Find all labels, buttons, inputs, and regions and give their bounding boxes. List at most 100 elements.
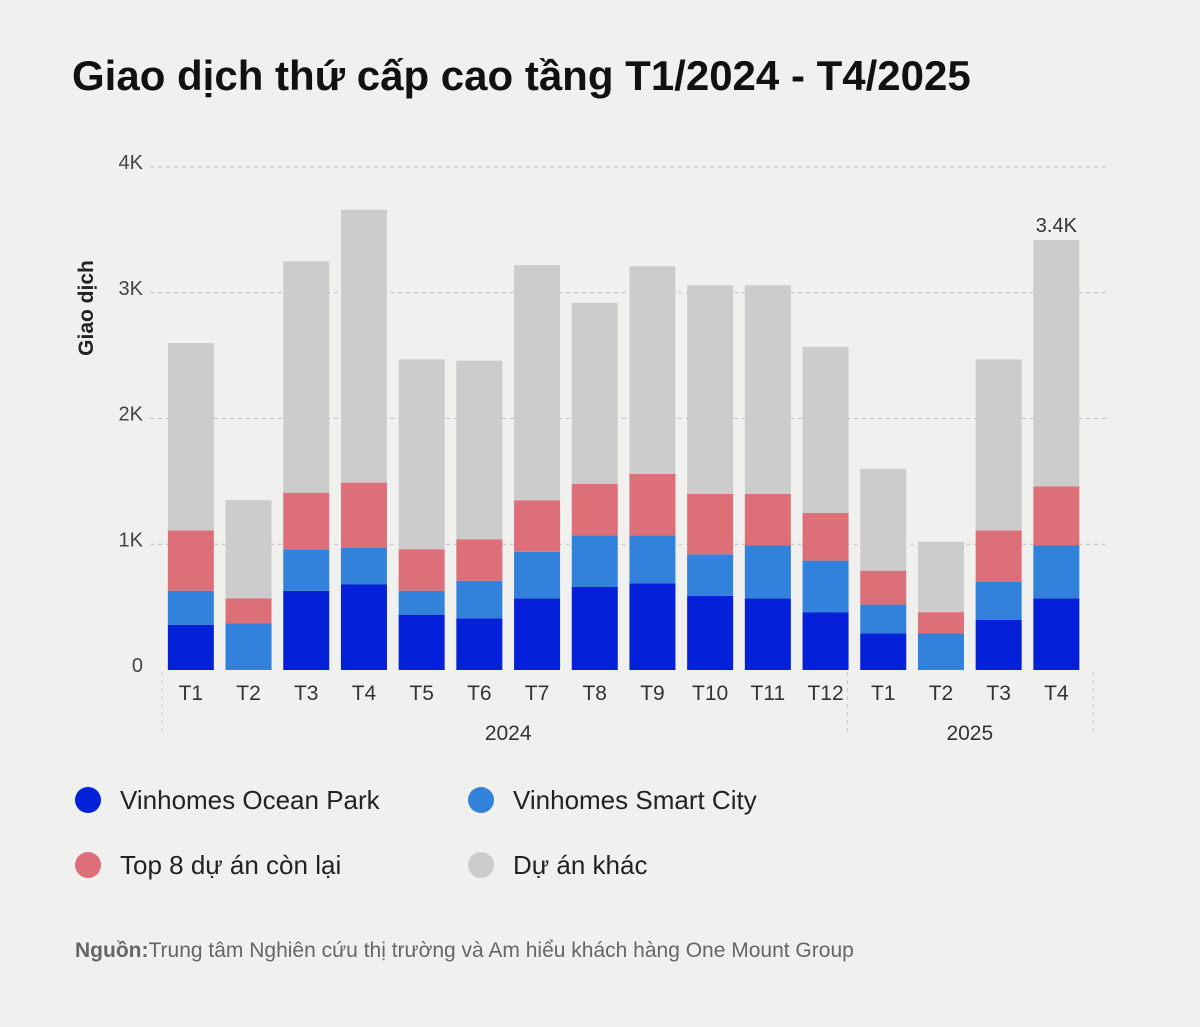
bar-segment xyxy=(167,590,214,625)
bar-segment xyxy=(975,530,1022,582)
legend-label: Dự án khác xyxy=(513,850,647,880)
bar-segment xyxy=(514,598,561,670)
bar-segment xyxy=(167,624,214,670)
x-tick-label: T3 xyxy=(986,682,1011,705)
bar-segment xyxy=(456,618,503,670)
bar-segment xyxy=(917,541,964,613)
bar-segment xyxy=(687,285,734,494)
y-axis-label: Giao dịch xyxy=(75,260,98,356)
bar-segment xyxy=(975,359,1022,531)
bar-segment xyxy=(975,581,1022,620)
bar-segment xyxy=(744,285,791,494)
group-label: 2024 xyxy=(485,722,532,745)
source: Nguồn:Trung tâm Nghiên cứu thị trường và… xyxy=(75,939,854,962)
data-label: 3.4K xyxy=(1036,215,1078,237)
bar-segment xyxy=(514,551,561,599)
bar-segment xyxy=(398,614,445,670)
x-tick-label: T5 xyxy=(409,682,434,705)
bar-segment xyxy=(340,548,387,585)
bar-segment xyxy=(802,512,849,561)
bar-segment xyxy=(629,535,676,584)
y-tick-label: 4K xyxy=(119,152,144,174)
bar-segment xyxy=(167,343,214,531)
bar-segment xyxy=(917,633,964,670)
bar-segment xyxy=(283,549,330,591)
y-tick-label: 3K xyxy=(119,278,144,300)
bar-segment xyxy=(571,535,618,588)
x-tick-label: T2 xyxy=(236,682,261,705)
bar-segment xyxy=(687,554,734,596)
y-tick-label: 2K xyxy=(119,404,144,426)
bar-segment xyxy=(167,530,214,591)
x-tick-label: T3 xyxy=(294,682,319,705)
y-tick-label: 0 xyxy=(132,655,143,677)
x-tick-label: T1 xyxy=(179,682,204,705)
bar-segment xyxy=(629,266,676,474)
bar-segment xyxy=(398,590,445,615)
x-tick-label: T11 xyxy=(751,682,786,705)
bar-segment xyxy=(225,500,272,599)
legend-label: Top 8 dự án còn lại xyxy=(120,850,341,880)
legend: Vinhomes Ocean Park Vinhomes Smart City To… xyxy=(75,785,757,880)
bar-segment xyxy=(917,612,964,634)
bar-segment xyxy=(456,539,503,581)
bars: 3.4K xyxy=(167,209,1080,670)
bar-segment xyxy=(975,619,1022,670)
bar-segment xyxy=(1033,486,1080,546)
bar-segment xyxy=(514,265,561,501)
legend-swatch xyxy=(468,852,494,878)
bar-segment xyxy=(860,570,907,605)
bar-segment xyxy=(687,493,734,555)
bar-segment xyxy=(514,500,561,552)
bar-segment xyxy=(744,545,791,599)
x-tick-label: T4 xyxy=(352,682,377,705)
bar-segment xyxy=(571,302,618,484)
bar-segment xyxy=(398,549,445,591)
bar-segment xyxy=(456,360,503,540)
bar-segment xyxy=(283,492,330,550)
y-tick-label: 1K xyxy=(119,529,144,551)
bar-segment xyxy=(571,483,618,536)
x-tick-label: T1 xyxy=(871,682,896,705)
source-text: Trung tâm Nghiên cứu thị trường và Am hi… xyxy=(148,939,853,962)
bar-segment xyxy=(225,623,272,670)
x-tick-label: T7 xyxy=(525,682,550,705)
bar-segment xyxy=(398,359,445,550)
x-tick-label: T9 xyxy=(640,682,665,705)
bar-segment xyxy=(629,473,676,536)
x-tick-label: T8 xyxy=(582,682,607,705)
x-tick-label: T6 xyxy=(467,682,492,705)
x-axis: T1 T2 T3 T4 T5 T6 T7 T8 T9 T10 T11 T12 T1 T2 T3 T4 2024 2… xyxy=(161,672,1094,745)
bar-segment xyxy=(744,493,791,546)
bar-segment xyxy=(687,595,734,670)
bar-segment xyxy=(744,598,791,670)
group-label: 2025 xyxy=(946,722,993,745)
bar-segment xyxy=(283,261,330,493)
chart-title: Giao dịch thứ cấp cao tầng T1/2024 - T4/… xyxy=(72,52,971,99)
legend-swatch xyxy=(75,852,101,878)
legend-swatch xyxy=(468,787,494,813)
bar-segment xyxy=(860,604,907,634)
bar-segment xyxy=(571,587,618,670)
legend-swatch xyxy=(75,787,101,813)
x-tick-label: T12 xyxy=(807,682,843,705)
x-tick-label: T4 xyxy=(1044,682,1069,705)
bar-segment xyxy=(225,598,272,624)
bar-segment xyxy=(629,583,676,670)
bar-segment xyxy=(1033,239,1080,487)
bar-segment xyxy=(1033,545,1080,599)
bar-segment xyxy=(340,209,387,483)
bar-segment xyxy=(456,580,503,619)
bar-segment xyxy=(860,468,907,571)
x-tick-label: T2 xyxy=(929,682,954,705)
bar-segment xyxy=(1033,598,1080,670)
bar-segment xyxy=(802,560,849,613)
legend-label: Vinhomes Ocean Park xyxy=(120,785,381,815)
bar-segment xyxy=(860,633,907,670)
legend-label: Vinhomes Smart City xyxy=(513,785,757,815)
bar-segment xyxy=(340,482,387,549)
bar-segment xyxy=(340,584,387,670)
x-tick-label: T10 xyxy=(692,682,728,705)
source-label: Nguồn: xyxy=(75,939,148,962)
